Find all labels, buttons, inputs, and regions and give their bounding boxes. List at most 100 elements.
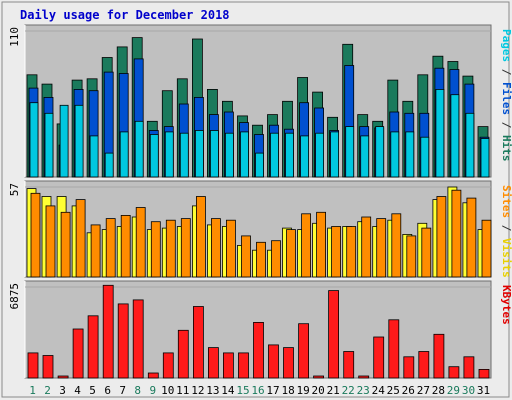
kbytes_panel-kbytes-bar-day-11 (177, 329, 189, 379)
kbytes_panel-kbytes-bar-day-30 (463, 356, 475, 379)
hits_panel-legend-part-3: / (500, 115, 512, 135)
hits_panel-pages-bar-day-27 (420, 136, 430, 178)
hits_panel-pages-bar-day-16 (255, 152, 264, 178)
hits_panel-pages-bar-day-9 (149, 134, 159, 178)
kbytes_panel-kbytes-bar-day-20 (313, 375, 325, 379)
kbytes_panel-kbytes-bar-day-2 (42, 355, 54, 379)
hits_panel-pages-bar-day-12 (194, 130, 204, 178)
hits_panel-pages-bar-day-20 (315, 132, 325, 178)
visits_panel-sites-bar-day-1 (30, 192, 41, 278)
x-tick-label-day-7: 7 (119, 384, 126, 397)
kbytes_panel-kbytes-bar-day-1 (27, 352, 39, 379)
hits_panel-pages-bar-day-26 (405, 131, 415, 178)
kbytes_panel-kbytes-bar-day-29 (448, 366, 460, 379)
kbytes_panel-legend-label: KBytes (500, 285, 512, 325)
kbytes_panel-kbytes-bar-day-24 (373, 336, 385, 379)
hits_panel-pages-bar-day-24 (375, 126, 385, 178)
visits_panel-sites-bar-day-5 (90, 224, 101, 278)
kbytes_panel-kbytes-bar-day-6 (102, 284, 114, 379)
hits_panel-pages-bar-day-28 (435, 89, 445, 178)
kbytes_panel-kbytes-bar-day-10 (162, 352, 174, 379)
x-tick-label-day-15: 15 (236, 384, 249, 397)
hits_panel-pages-bar-day-30 (465, 112, 475, 178)
visits_panel-sites-bar-day-30 (466, 197, 477, 278)
visits_panel-sites-bar-day-11 (180, 218, 191, 278)
kbytes_panel-kbytes-bar-day-18 (283, 347, 294, 379)
hits_panel-legend-part-0: Pages (500, 29, 512, 62)
hits_panel-ymax-label: 110 (8, 27, 21, 47)
x-tick-label-day-21: 21 (327, 384, 340, 397)
visits_panel-sites-bar-day-17 (271, 240, 281, 278)
visits_panel-sites-bar-day-10 (165, 219, 176, 278)
hits_panel-pages-bar-day-19 (300, 135, 310, 178)
hits_panel-pages-bar-day-18 (285, 132, 294, 178)
visits_panel-sites-bar-day-8 (135, 207, 146, 278)
kbytes_panel-kbytes-bar-day-27 (418, 351, 430, 379)
hits_panel-legend-part-1: / (500, 62, 512, 82)
visits_panel-sites-bar-day-12 (195, 196, 206, 278)
hits_panel-pages-bar-day-15 (240, 131, 249, 178)
kbytes_panel-ymax-label: 6875 (8, 283, 21, 310)
visits_panel-sites-bar-day-18 (286, 229, 296, 278)
kbytes_panel-kbytes-bar-day-3 (57, 375, 69, 379)
visits_panel-sites-bar-day-31 (481, 219, 492, 278)
visits_panel-sites-bar-day-16 (256, 241, 266, 278)
visits_panel-legend-part-0: Sites (500, 185, 512, 218)
visits_panel-sites-bar-day-4 (75, 199, 86, 278)
x-tick-label-day-31: 31 (477, 384, 490, 397)
visits_panel: 57 Sites / Visits (8, 180, 512, 278)
x-tick-label-day-19: 19 (296, 384, 309, 397)
visits_panel-sites-bar-day-7 (120, 214, 131, 278)
kbytes_panel-kbytes-bar-day-13 (207, 347, 219, 379)
hits_panel-pages-bar-day-25 (390, 131, 400, 178)
kbytes_panel-kbytes-bar-day-7 (117, 303, 129, 379)
x-tick-label-day-24: 24 (372, 384, 386, 397)
x-tick-label-day-12: 12 (191, 384, 204, 397)
chart-title: Daily usage for December 2018 (20, 8, 230, 22)
x-tick-label-day-29: 29 (447, 384, 460, 397)
x-tick-label-day-6: 6 (104, 384, 111, 397)
visits_panel-sites-bar-day-24 (376, 218, 387, 278)
x-axis-labels: 1 2 3 4 5 6 7 8 9 10 11 12 13 14 15 16 17 18 19 20 21 22 23 24 2… (29, 384, 490, 397)
chart-panels: 110 Pages / Files / Hits 57 Sites / Visits 6… (8, 24, 512, 379)
kbytes_panel-kbytes-bar-day-17 (268, 344, 279, 379)
hits_panel-pages-bar-day-8 (134, 120, 144, 178)
kbytes_panel-kbytes-bar-day-25 (388, 319, 400, 379)
kbytes_panel-kbytes-bar-day-9 (147, 372, 159, 379)
hits_panel-pages-bar-day-3 (59, 104, 69, 178)
kbytes_panel-kbytes-bar-day-15 (238, 352, 249, 379)
x-tick-label-day-18: 18 (281, 384, 294, 397)
visits_panel-sites-bar-day-14 (225, 219, 236, 278)
x-tick-label-day-26: 26 (402, 384, 415, 397)
hits_panel-pages-bar-day-7 (119, 131, 129, 178)
visits_panel-sites-bar-day-19 (301, 213, 312, 278)
kbytes_panel-kbytes-bar-day-12 (192, 306, 204, 379)
visits_panel-sites-bar-day-26 (406, 235, 417, 278)
visits_panel-sites-bar-day-27 (421, 227, 432, 278)
visits_panel-legend-part-2: Visits (500, 238, 512, 278)
hits_panel-pages-bar-day-4 (74, 104, 84, 178)
kbytes_panel-kbytes-bar-day-26 (403, 356, 415, 379)
x-tick-label-day-20: 20 (311, 384, 324, 397)
x-tick-label-day-17: 17 (266, 384, 279, 397)
kbytes_panel-kbytes-bar-day-4 (72, 328, 84, 379)
visits_panel-legend-label: Sites / Visits (500, 185, 512, 278)
x-tick-label-day-27: 27 (417, 384, 430, 397)
x-tick-label-day-13: 13 (206, 384, 219, 397)
hits_panel-pages-bar-day-2 (44, 112, 54, 178)
hits_panel-pages-bar-day-6 (104, 152, 114, 178)
hits_panel-pages-bar-day-31 (480, 138, 490, 178)
visits_panel-sites-bar-day-15 (241, 235, 251, 278)
hits_panel-legend-label: Pages / Files / Hits (500, 29, 512, 162)
hits_panel: 110 Pages / Files / Hits (8, 24, 512, 178)
kbytes_panel-kbytes-bar-day-28 (433, 333, 445, 379)
kbytes_panel-kbytes-bar-day-5 (87, 315, 99, 379)
hits_panel-pages-bar-day-5 (89, 135, 99, 178)
visits_panel-sites-bar-day-3 (60, 211, 71, 278)
kbytes_panel-kbytes-bar-day-16 (253, 321, 264, 379)
hits_panel-pages-bar-day-22 (345, 126, 355, 178)
x-tick-label-day-4: 4 (74, 384, 81, 397)
hits_panel-pages-bar-day-11 (179, 132, 189, 178)
